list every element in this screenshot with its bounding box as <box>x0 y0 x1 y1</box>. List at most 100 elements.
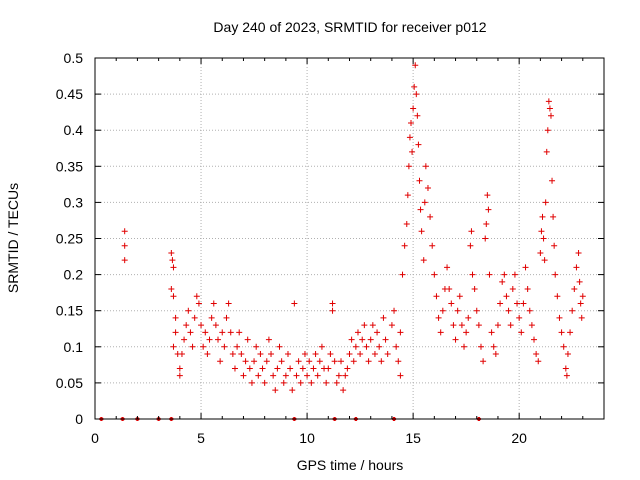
data-point <box>492 351 499 358</box>
data-point <box>257 351 264 358</box>
data-point <box>287 365 294 372</box>
data-point <box>282 372 289 379</box>
data-point <box>121 228 128 235</box>
data-point <box>342 372 349 379</box>
data-point <box>551 242 558 249</box>
data-point <box>556 314 563 321</box>
data-point <box>259 365 266 372</box>
data-point <box>486 271 493 278</box>
data-point <box>363 343 370 350</box>
data-point <box>284 351 291 358</box>
data-point <box>225 300 232 307</box>
data-point <box>494 322 501 329</box>
data-point <box>301 351 308 358</box>
y-tick-label: 0.2 <box>64 267 84 283</box>
data-point <box>524 286 531 293</box>
data-point <box>227 329 234 336</box>
data-point <box>450 322 457 329</box>
data-point <box>413 91 420 98</box>
data-point <box>323 379 330 386</box>
data-point <box>331 358 338 365</box>
data-point <box>569 307 576 314</box>
data-point <box>539 213 546 220</box>
data-point <box>471 286 478 293</box>
data-point <box>410 105 417 112</box>
data-point <box>293 372 300 379</box>
data-point <box>178 351 185 358</box>
data-point <box>454 307 461 314</box>
data-point <box>411 83 418 90</box>
data-point <box>577 300 584 307</box>
data-point <box>253 343 260 350</box>
data-point <box>420 257 427 264</box>
data-point <box>350 358 357 365</box>
data-point <box>545 98 552 105</box>
data-point <box>571 286 578 293</box>
data-point <box>121 242 128 249</box>
data-point <box>511 271 518 278</box>
data-point <box>212 322 219 329</box>
data-point <box>263 358 270 365</box>
data-point <box>469 271 476 278</box>
data-point <box>490 343 497 350</box>
data-point <box>384 351 391 358</box>
data-point <box>297 379 304 386</box>
data-point <box>560 343 567 350</box>
data-point <box>488 329 495 336</box>
data-point <box>217 358 224 365</box>
data-point <box>448 300 455 307</box>
x-tick-label: 10 <box>299 430 315 446</box>
data-point <box>170 264 177 271</box>
data-point <box>418 228 425 235</box>
data-point <box>248 379 255 386</box>
data-point <box>468 228 475 235</box>
data-point <box>397 329 404 336</box>
data-point <box>452 336 459 343</box>
data-point <box>401 242 408 249</box>
data-point <box>408 119 415 126</box>
data-point <box>187 329 194 336</box>
data-point <box>361 322 368 329</box>
data-point <box>549 177 556 184</box>
data-point <box>516 314 523 321</box>
data-point <box>535 358 542 365</box>
data-point <box>244 336 251 343</box>
data-point <box>312 351 319 358</box>
data-point <box>219 329 226 336</box>
x-tick-label: 0 <box>91 430 99 446</box>
data-point <box>417 206 424 213</box>
data-point <box>183 322 190 329</box>
data-point <box>268 351 275 358</box>
data-point <box>352 343 359 350</box>
grid <box>95 58 604 419</box>
y-tick-label: 0.15 <box>56 303 83 319</box>
data-point <box>176 365 183 372</box>
data-point <box>531 336 538 343</box>
data-point <box>578 314 585 321</box>
data-point <box>316 358 323 365</box>
data-point <box>289 387 296 394</box>
data-point <box>403 221 410 228</box>
data-point <box>522 264 529 271</box>
data-point <box>338 358 345 365</box>
data-point <box>518 329 525 336</box>
data-point <box>416 177 423 184</box>
x-tick-label: 5 <box>197 430 205 446</box>
data-point <box>306 358 313 365</box>
data-point <box>547 112 554 119</box>
data-point <box>208 314 215 321</box>
y-tick-label: 0.4 <box>64 122 84 138</box>
data-point <box>388 322 395 329</box>
y-tick-label: 0.35 <box>56 158 83 174</box>
data-point <box>380 314 387 321</box>
data-point <box>397 372 404 379</box>
data-point <box>505 307 512 314</box>
data-point <box>329 300 336 307</box>
data-point <box>382 336 389 343</box>
data-point <box>437 329 444 336</box>
data-point <box>348 336 355 343</box>
data-point <box>170 343 177 350</box>
data-point <box>514 300 521 307</box>
data-point <box>465 314 472 321</box>
